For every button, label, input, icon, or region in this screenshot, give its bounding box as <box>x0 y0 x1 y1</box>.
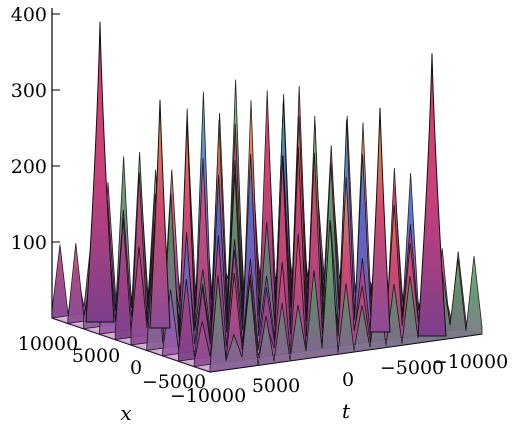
t-tick-labels: 5000 0 −5000 −10000 <box>252 351 508 397</box>
t-tick-minus5000: −5000 <box>380 357 444 379</box>
t-axis-title: t <box>342 399 351 423</box>
z-tick-100: 100 <box>11 232 47 254</box>
x-tick-minus10000: −10000 <box>170 385 246 407</box>
z-tick-200: 200 <box>11 156 47 178</box>
surface-ridge-row <box>209 219 483 373</box>
x-tick-minus5000: −5000 <box>142 371 206 393</box>
x-tick-5000: 5000 <box>72 345 120 367</box>
t-tick-5000: 5000 <box>252 375 300 397</box>
z-tick-400: 400 <box>11 4 47 26</box>
z-tick-labels: 400 300 200 100 <box>11 4 47 254</box>
x-tick-10000: 10000 <box>18 333 78 355</box>
right-inner-peak <box>369 107 391 333</box>
surface-ridges <box>51 21 483 373</box>
t-tick-minus10000: −10000 <box>432 351 508 373</box>
right-edge-peak <box>417 53 447 337</box>
z-tick-300: 300 <box>11 80 47 102</box>
x-axis-title: x <box>120 401 131 425</box>
left-inner-peak <box>149 99 171 329</box>
left-edge-peak <box>85 21 115 323</box>
x-tick-labels: 10000 5000 0 −5000 −10000 <box>18 333 246 407</box>
z-ticks <box>52 13 60 243</box>
x-tick-0: 0 <box>130 357 142 379</box>
t-tick-0: 0 <box>342 369 354 391</box>
